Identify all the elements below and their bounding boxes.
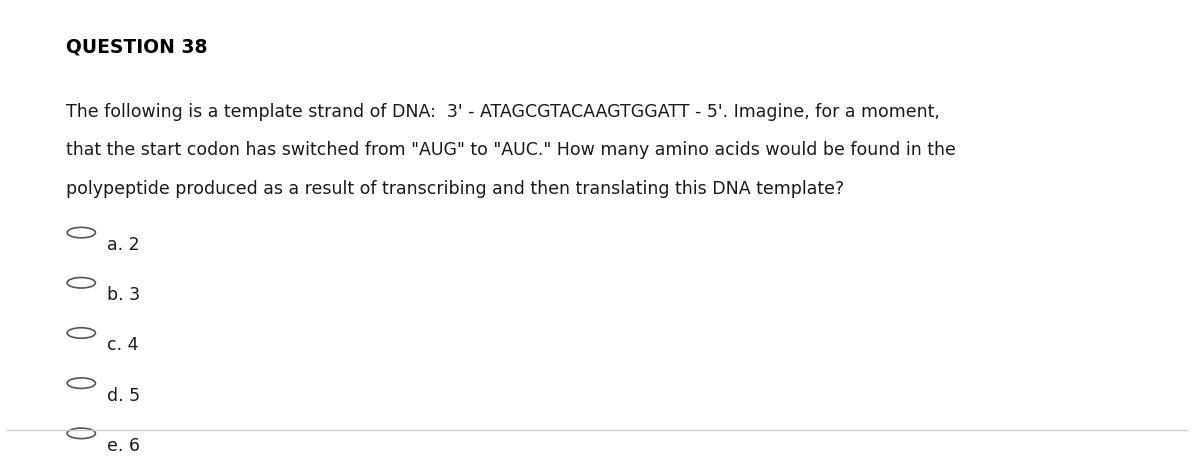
Text: that the start codon has switched from "AUG" to "AUC." How many amino acids woul: that the start codon has switched from "… xyxy=(66,141,956,159)
Text: d. 5: d. 5 xyxy=(107,387,140,405)
Text: QUESTION 38: QUESTION 38 xyxy=(66,38,208,56)
Text: e. 6: e. 6 xyxy=(107,437,140,455)
Text: c. 4: c. 4 xyxy=(107,337,139,355)
Text: b. 3: b. 3 xyxy=(107,286,140,304)
Text: The following is a template strand of DNA:  3' - ATAGCGTACAAGTGGATT - 5'. Imagin: The following is a template strand of DN… xyxy=(66,103,940,121)
Text: a. 2: a. 2 xyxy=(107,236,140,254)
Text: polypeptide produced as a result of transcribing and then translating this DNA t: polypeptide produced as a result of tran… xyxy=(66,180,844,198)
